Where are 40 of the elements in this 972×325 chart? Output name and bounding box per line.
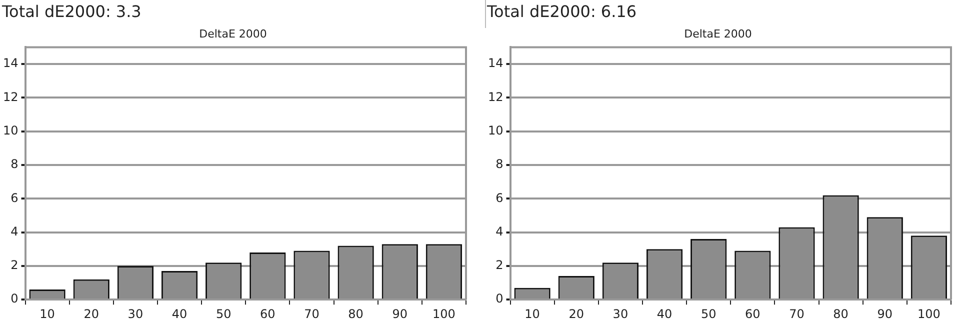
x-tick-label: 60	[260, 306, 276, 321]
y-tick-label: 2	[496, 258, 504, 272]
y-tick-label: 0	[10, 292, 18, 306]
chart-title: Total dE2000: 6.16	[487, 2, 637, 21]
y-tick-label: 4	[10, 224, 18, 238]
chart-subtitle: DeltaE 2000	[199, 27, 267, 40]
y-tick-label: 14	[488, 56, 504, 70]
x-tick-label: 70	[304, 306, 320, 321]
x-tick-label: 20	[84, 306, 100, 321]
x-tick-label: 30	[128, 306, 144, 321]
x-tick-label: 70	[789, 306, 804, 321]
x-tick-label: 40	[172, 306, 188, 321]
y-tick-label: 8	[496, 157, 504, 172]
x-tick-label: 20	[568, 306, 584, 321]
y-tick-label: 2	[10, 258, 18, 272]
chart-title: Total dE2000: 3.3	[2, 2, 142, 21]
x-tick-label: 10	[524, 306, 540, 321]
x-tick-label: 30	[612, 306, 628, 321]
x-tick-label: 10	[40, 306, 55, 321]
x-tick-label: 50	[216, 306, 232, 321]
y-tick-label: 6	[496, 190, 504, 205]
x-tick-label: 80	[348, 306, 364, 321]
chart-subtitle: DeltaE 2000	[684, 27, 752, 40]
y-tick-label: 14	[2, 56, 18, 70]
y-tick-label: 12	[488, 90, 504, 104]
x-tick-label: 100	[432, 306, 456, 321]
y-tick-label: 12	[2, 90, 18, 104]
x-tick-label: 80	[833, 306, 848, 321]
x-tick-label: 100	[918, 306, 940, 321]
y-tick-label: 10	[2, 123, 18, 138]
x-tick-label: 60	[745, 306, 760, 321]
y-tick-label: 8	[10, 157, 18, 172]
y-tick-label: 6	[10, 190, 18, 205]
y-tick-label: 0	[496, 292, 504, 306]
x-tick-label: 90	[392, 306, 408, 321]
x-tick-label: 40	[656, 306, 672, 321]
x-tick-label: 50	[700, 306, 716, 321]
y-tick-label: 10	[488, 123, 504, 138]
y-tick-label: 4	[496, 224, 504, 238]
x-tick-label: 90	[877, 306, 893, 321]
